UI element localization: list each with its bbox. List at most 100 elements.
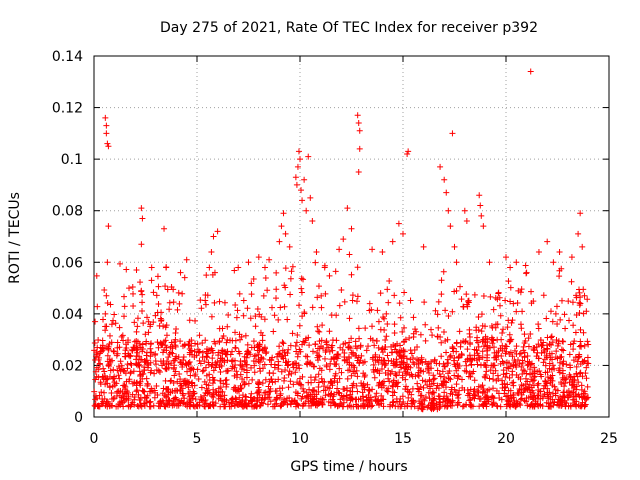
data-point [178,382,185,389]
data-point [254,305,261,312]
data-point [493,377,500,384]
data-point [92,318,99,325]
data-point [161,402,168,409]
data-point [161,392,168,399]
data-point [520,382,527,389]
data-point [279,339,286,346]
data-point [148,277,155,284]
data-point [513,308,520,315]
data-point [284,350,291,357]
data-point [185,379,192,386]
data-point [396,369,403,376]
data-point [566,379,573,386]
data-point [419,377,426,384]
data-point [363,394,370,401]
data-point [436,370,443,377]
data-point [299,197,306,204]
data-point [583,364,590,371]
data-point [384,321,391,328]
data-point [114,344,121,351]
data-point [357,395,364,402]
data-point [108,339,115,346]
data-point [209,347,216,354]
data-point [188,347,194,354]
data-point [505,365,512,372]
data-point [353,298,360,305]
data-point [505,400,512,407]
data-point [147,323,154,330]
data-point [490,306,497,313]
data-point [327,380,334,387]
data-point [372,353,379,360]
data-point [509,379,516,386]
data-point [165,361,172,368]
data-point [566,371,573,378]
data-point [177,338,184,345]
data-point [256,359,263,366]
data-point [264,401,271,408]
data-point [514,300,521,307]
data-point [286,368,293,375]
data-point [446,367,453,374]
data-point [301,176,308,183]
data-point [530,389,537,396]
data-point [513,363,520,370]
data-point [261,316,268,323]
data-point [137,279,144,286]
data-point [186,388,193,395]
data-point [308,379,315,386]
data-point [428,326,435,333]
data-point [172,330,179,337]
data-point [458,376,465,383]
data-point [430,376,437,383]
data-point [231,267,238,274]
data-point [461,367,468,374]
data-point [394,349,401,356]
data-point [198,384,205,391]
data-point [508,336,515,343]
data-point [562,325,569,332]
data-point [239,392,246,399]
data-point [498,352,505,359]
data-point [293,181,300,188]
data-point [467,402,474,409]
data-point [497,312,504,319]
data-point [577,369,584,376]
data-point [116,392,123,399]
data-point [248,344,255,351]
data-point [338,287,345,294]
data-point [482,372,489,379]
data-point [114,388,121,395]
data-point [100,346,107,353]
data-point [130,290,137,297]
data-point [467,341,474,348]
data-point [506,331,513,338]
data-point [152,357,159,364]
data-point [182,360,189,367]
data-point [121,313,128,320]
data-point [329,396,336,403]
data-point [348,335,355,342]
data-point [309,304,316,311]
data-point [471,377,478,384]
data-point [544,334,551,341]
data-point [547,375,554,382]
data-point [381,357,388,364]
data-point [163,264,170,271]
data-point [495,290,502,297]
data-point [116,324,123,331]
data-point [147,398,154,405]
data-point [121,303,128,310]
data-point [389,238,396,245]
data-point [524,378,531,385]
data-point [251,395,258,402]
data-point [531,373,538,380]
data-point [322,392,329,399]
data-point [455,391,462,398]
data-point [434,311,441,318]
data-point [145,329,152,336]
data-point [360,380,367,387]
data-point [344,403,351,410]
data-point [171,372,178,379]
data-point [583,308,590,315]
